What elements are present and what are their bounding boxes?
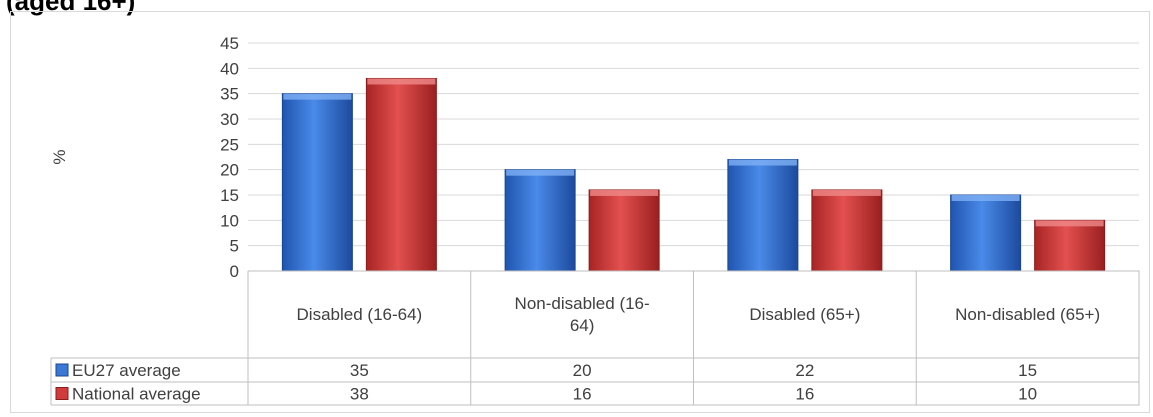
bar-top-highlight [1035, 220, 1104, 227]
category-label: Disabled (16-64) [297, 305, 423, 324]
y-tick-label: 20 [220, 161, 239, 180]
y-tick-label: 25 [220, 135, 239, 154]
legend-swatch [55, 363, 69, 377]
bar [588, 189, 660, 272]
y-tick-label: 10 [220, 211, 239, 230]
chart-title-fragment: (aged 16+) [6, 0, 136, 16]
y-axis-label: % [50, 149, 69, 164]
y-tick-label: 30 [220, 110, 239, 129]
data-value-label: 16 [573, 385, 592, 404]
bars [281, 77, 1106, 272]
data-value-label: 10 [1018, 385, 1037, 404]
category-label: Non-disabled (16-64) [515, 294, 650, 335]
category-label: Disabled (65+) [749, 305, 860, 324]
data-value-label: 15 [1018, 361, 1037, 380]
bar-top-highlight [728, 159, 797, 166]
y-axis-ticks: 0 5 10 15 20 25 30 35 40 45 [220, 34, 239, 281]
bar [727, 159, 799, 272]
y-tick-label: 0 [230, 262, 239, 281]
bar-top-highlight [951, 195, 1020, 201]
chart-frame: 0 5 10 15 20 25 30 35 40 45 % Disabled (16-64) Non… [10, 11, 1150, 413]
bar-top-highlight [283, 93, 352, 100]
y-tick-label: 40 [220, 59, 239, 78]
bar-chart: 0 5 10 15 20 25 30 35 40 45 % Disabled (16-64) Non… [50, 34, 1140, 406]
bar [365, 77, 437, 272]
category-label: Non-disabled (65+) [955, 305, 1100, 324]
bar [504, 169, 576, 272]
data-value-label: 38 [350, 385, 369, 404]
data-value-label: 16 [795, 385, 814, 404]
data-value-label: 22 [795, 361, 814, 380]
bar-top-highlight [506, 169, 575, 176]
y-tick-label: 5 [230, 237, 239, 256]
bar [811, 189, 883, 272]
bar [950, 194, 1022, 272]
legend-swatch [55, 387, 69, 400]
y-tick-label: 15 [220, 186, 239, 205]
y-tick-label: 45 [220, 34, 239, 53]
bar-top-highlight [812, 189, 881, 196]
bar [1034, 219, 1106, 272]
bar [281, 93, 353, 272]
data-value-label: 35 [350, 361, 369, 380]
data-table: Disabled (16-64) Non-disabled (16-64) Disa… [50, 270, 1140, 406]
data-value-label: 20 [573, 361, 592, 380]
legend-label: EU27 average [72, 361, 181, 380]
bar-top-highlight [367, 78, 436, 85]
y-tick-label: 35 [220, 85, 239, 104]
legend-label: National average [72, 385, 201, 404]
bar-top-highlight [590, 189, 659, 196]
